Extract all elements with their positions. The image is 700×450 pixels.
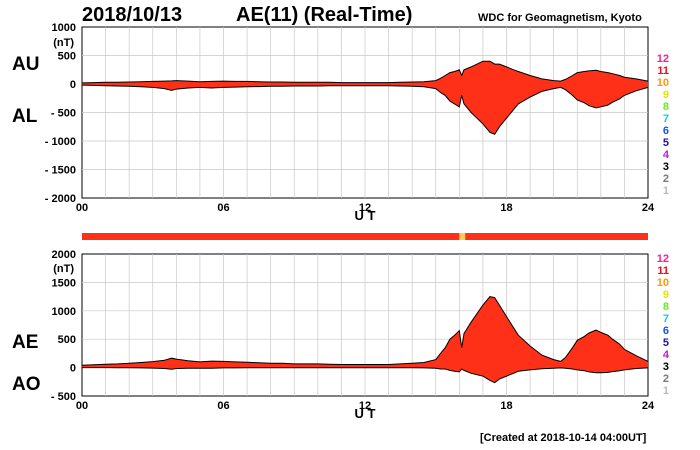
- station-count-label: 9: [663, 289, 669, 301]
- series-envelope-area: [82, 296, 648, 383]
- series-upper-line: [81, 60, 649, 84]
- y-tick-label: 1000: [52, 306, 76, 318]
- x-tick-label: 06: [217, 202, 229, 214]
- y-tick-label: 1000: [52, 22, 76, 34]
- y-tick-label: - 1000: [45, 136, 76, 148]
- x-tick-label: 00: [76, 400, 88, 412]
- y-tick-label: 1500: [52, 277, 76, 289]
- series-lower-line: [82, 367, 649, 384]
- y-unit-label: (nT): [53, 37, 74, 49]
- station-count-label: 2: [663, 373, 669, 385]
- station-count-label: 7: [663, 313, 669, 325]
- x-tick-label: 12: [359, 202, 371, 214]
- station-count-label: 10: [657, 277, 669, 289]
- station-count-label: 2: [663, 173, 669, 185]
- y-tick-label: - 1500: [45, 165, 76, 177]
- series-envelope-area: [82, 61, 648, 135]
- y-tick-label: 500: [58, 51, 76, 63]
- x-tick-label: 18: [500, 202, 512, 214]
- index-label-au: AU: [12, 54, 39, 75]
- x-tick-label: 12: [359, 400, 371, 412]
- date-label: 2018/10/13: [82, 4, 183, 26]
- station-count-label: 1: [663, 185, 669, 197]
- station-count-bar-fleck: [459, 233, 466, 240]
- station-count-label: 5: [663, 137, 669, 149]
- station-count-label: 12: [657, 53, 669, 65]
- x-tick-label: 00: [76, 202, 88, 214]
- station-count-label: 11: [657, 65, 669, 77]
- y-tick-label: 0: [70, 363, 76, 375]
- index-label-ae: AE: [12, 332, 38, 353]
- station-count-bar: [82, 233, 648, 240]
- station-count-label: 10: [657, 77, 669, 89]
- y-tick-label: 2000: [52, 249, 76, 261]
- series-lower-line: [81, 84, 649, 135]
- station-count-label: 3: [663, 161, 669, 173]
- y-tick-label: - 2000: [45, 193, 76, 205]
- station-count-label: 1: [663, 385, 669, 397]
- station-count-label: 6: [663, 125, 669, 137]
- x-axis-label: U T: [355, 406, 376, 421]
- x-axis-label: U T: [355, 208, 376, 223]
- station-count-label: 11: [657, 265, 669, 277]
- index-label-al: AL: [12, 106, 38, 127]
- y-unit-label: (nT): [53, 263, 74, 275]
- x-tick-label: 06: [217, 400, 229, 412]
- station-count-label: 4: [663, 349, 670, 361]
- station-count-label: 8: [663, 301, 669, 313]
- y-tick-label: 0: [70, 79, 76, 91]
- y-tick-label: 500: [58, 334, 76, 346]
- x-tick-label: 24: [642, 202, 655, 214]
- chart-title: AE(11) (Real-Time): [236, 4, 413, 26]
- x-tick-label: 18: [500, 400, 512, 412]
- panel-ae-ao: [81, 253, 649, 397]
- y-tick-label: - 500: [51, 108, 76, 120]
- station-count-label: 5: [663, 337, 669, 349]
- station-count-label: 6: [663, 325, 669, 337]
- station-count-label: 12: [657, 253, 669, 265]
- source-label: WDC for Geomagnetism, Kyoto: [478, 12, 642, 24]
- station-count-label: 9: [663, 89, 669, 101]
- station-count-label: 3: [663, 361, 669, 373]
- created-timestamp: [Created at 2018-10-14 04:00UT]: [480, 432, 647, 444]
- index-label-ao: AO: [12, 374, 41, 395]
- station-count-label: 8: [663, 101, 669, 113]
- station-count-label: 7: [663, 113, 669, 125]
- y-tick-label: - 500: [51, 391, 76, 403]
- panel-au-al: [81, 26, 649, 199]
- x-tick-label: 24: [642, 400, 655, 412]
- series-upper-line: [81, 296, 649, 366]
- station-count-label: 4: [663, 149, 670, 161]
